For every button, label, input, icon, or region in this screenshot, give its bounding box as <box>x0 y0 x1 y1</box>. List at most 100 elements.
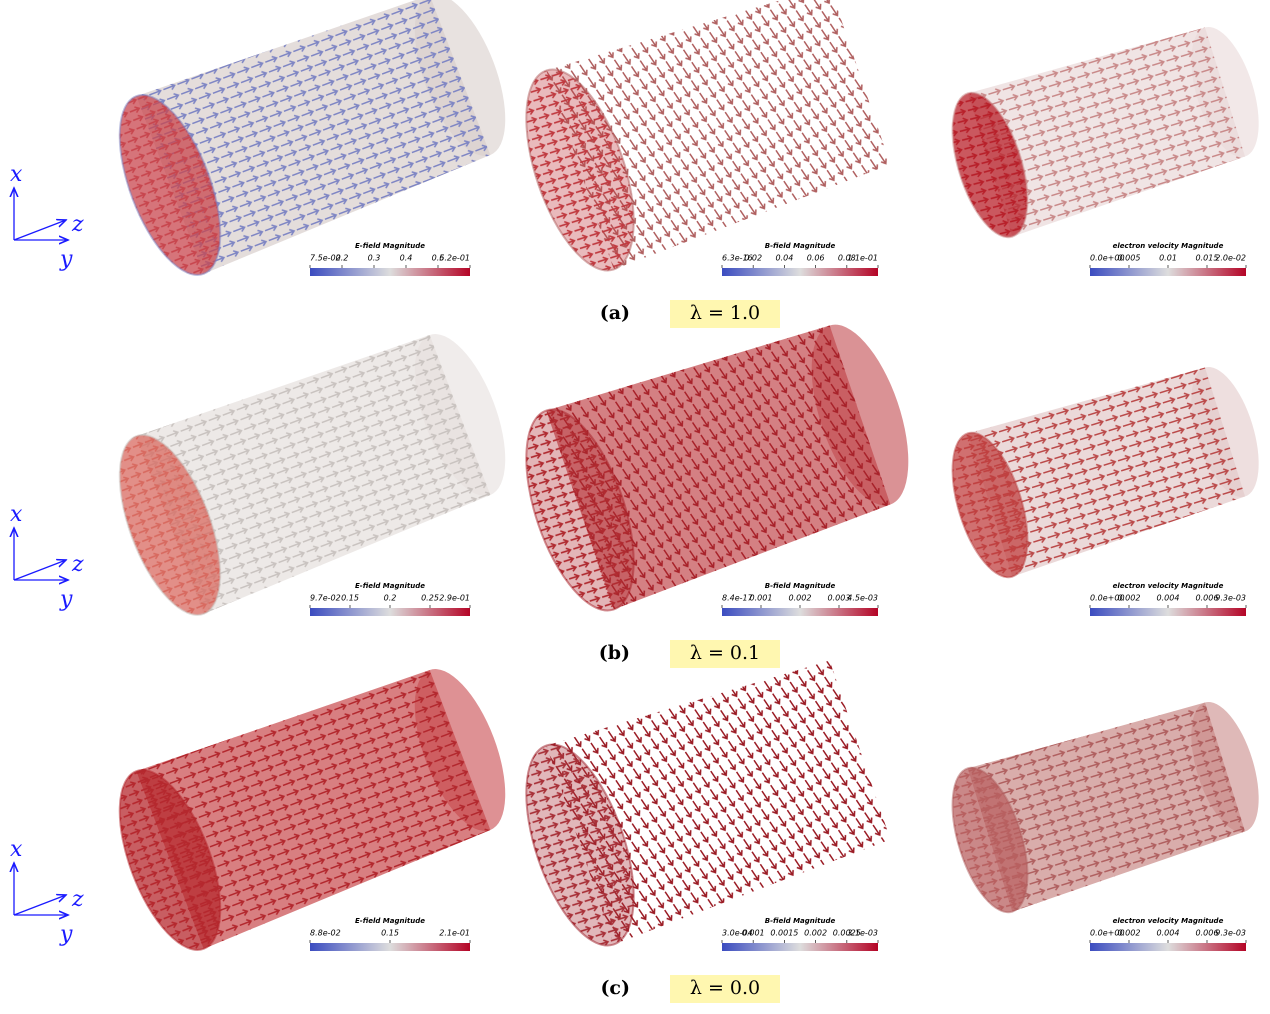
colorbar-tick-label: 0.0e+00 <box>1090 929 1125 938</box>
colorbar-tick-label: 0.0e+00 <box>1090 594 1125 603</box>
colorbar-tick-label: 0.002 <box>789 594 812 603</box>
caption-lambda: λ = 0.1 <box>690 642 760 664</box>
colorbar-tick-label: 0.01 <box>1159 254 1177 263</box>
colorbar <box>1090 608 1246 616</box>
colorbar-tick-label: 0.2 <box>384 594 397 603</box>
caption-label: (c) <box>600 977 630 999</box>
colorbar-tick-label: 0.4 <box>400 254 413 263</box>
colorbar <box>310 608 470 616</box>
colorbar-tick-label: 0.5 <box>432 254 445 263</box>
axis-label: y <box>59 247 73 272</box>
vector-field-render <box>951 26 1259 239</box>
vector-field-render <box>118 0 506 276</box>
colorbar-tick-label: 9.3e-03 <box>1215 929 1246 938</box>
colorbar-title: E-field Magnitude <box>355 917 425 925</box>
vector-field-render <box>951 701 1259 914</box>
caption-lambda: λ = 1.0 <box>690 302 760 324</box>
colorbar-tick-label: 0.15 <box>341 594 359 603</box>
colorbar <box>722 608 878 616</box>
cylinder-cap-arrows <box>951 766 1029 914</box>
vector-field-render <box>951 366 1259 579</box>
axis-label: y <box>59 922 73 947</box>
vector-field-render <box>525 324 909 612</box>
axis-label: z <box>71 212 84 237</box>
colorbar-tick-label: 0.015 <box>1196 254 1219 263</box>
cylinder-arrows <box>967 27 1246 237</box>
cylinder-arrows <box>136 335 491 614</box>
colorbar-tick-label: 0.004 <box>1157 929 1180 938</box>
axis-arrow <box>13 895 66 916</box>
axis-label: x <box>10 502 23 527</box>
colorbar-tick-label: 0.005 <box>1118 254 1141 263</box>
colorbar-tick-label: 4.5e-03 <box>847 594 878 603</box>
colorbar-tick-label: 3.0e-04 <box>722 929 753 938</box>
colorbar <box>310 943 470 951</box>
vector-field-render <box>525 0 891 272</box>
vector-field-render <box>118 334 506 616</box>
colorbar-tick-label: 3.1e-03 <box>847 929 878 938</box>
caption-label: (a) <box>600 302 630 324</box>
colorbar-tick-label: 0.06 <box>807 254 825 263</box>
colorbar-tick-label: 0.003 <box>828 594 851 603</box>
colorbar-tick-label: 0.002 <box>1118 929 1141 938</box>
vector-field-render <box>525 660 891 947</box>
colorbar-title: B-field Magnitude <box>765 582 836 590</box>
colorbar-tick-label: 0.04 <box>775 254 793 263</box>
colorbar-tick-label: 1.1e-01 <box>847 254 878 263</box>
caption-highlight <box>670 640 780 668</box>
colorbar-tick-label: 0.001 <box>750 594 773 603</box>
colorbar-title: electron velocity Magnitude <box>1113 582 1224 590</box>
vector-field-render <box>118 669 506 951</box>
cylinder-arrows <box>136 0 491 274</box>
axis-label: z <box>71 552 84 577</box>
colorbar-tick-label: 6.2e-01 <box>439 254 470 263</box>
cylinder-arrows <box>967 702 1246 912</box>
cylinder-cap-arrows <box>951 431 1029 579</box>
colorbar-title: E-field Magnitude <box>355 582 425 590</box>
colorbar-tick-label: 0.08 <box>838 254 856 263</box>
colorbar-tick-label: 0.006 <box>1196 594 1219 603</box>
colorbar-tick-label: 0.15 <box>381 929 399 938</box>
colorbar-tick-label: 0.001 <box>742 929 765 938</box>
colorbar-title: E-field Magnitude <box>355 242 425 250</box>
colorbar-title: B-field Magnitude <box>765 242 836 250</box>
caption-label: (b) <box>599 642 630 664</box>
colorbar-title: B-field Magnitude <box>765 917 836 925</box>
colorbar-tick-label: 2.1e-01 <box>439 929 470 938</box>
colorbar-tick-label: 2.9e-01 <box>439 594 470 603</box>
axis-label: y <box>59 587 73 612</box>
axis-arrow <box>13 560 66 581</box>
cylinder-cap-arrows <box>525 68 635 272</box>
cylinder-cap-arrows <box>525 743 635 947</box>
axis-label: z <box>71 887 84 912</box>
colorbar <box>722 943 878 951</box>
colorbar-tick-label: 0.002 <box>1118 594 1141 603</box>
colorbar-tick-label: 0.0e+00 <box>1090 254 1125 263</box>
colorbar-tick-label: 0.2 <box>336 254 349 263</box>
axis-arrow <box>13 220 66 241</box>
colorbar-tick-label: 0.0015 <box>770 929 798 938</box>
colorbar <box>1090 943 1246 951</box>
colorbar-tick-label: 0.004 <box>1157 594 1180 603</box>
colorbar <box>1090 268 1246 276</box>
colorbar-tick-label: 8.4e-17 <box>722 594 754 603</box>
colorbar-tick-label: 0.0025 <box>833 929 861 938</box>
cylinder-cap-arrows <box>951 91 1029 239</box>
colorbar-tick-label: 9.3e-03 <box>1215 594 1246 603</box>
colorbar-tick-label: 0.006 <box>1196 929 1219 938</box>
cylinder-cap-arrows <box>118 769 222 951</box>
caption-highlight <box>670 975 780 1003</box>
colorbar-title: electron velocity Magnitude <box>1113 917 1224 925</box>
colorbar-tick-label: 0.002 <box>804 929 827 938</box>
caption-lambda: λ = 0.0 <box>690 977 760 999</box>
colorbar-tick-label: 0.02 <box>744 254 762 263</box>
colorbar-title: electron velocity Magnitude <box>1113 242 1224 250</box>
colorbar-tick-label: 0.3 <box>368 254 381 263</box>
colorbar-tick-label: 9.7e-02 <box>310 594 341 603</box>
colorbar <box>722 268 878 276</box>
colorbar <box>310 268 470 276</box>
colorbar-tick-label: 7.5e-02 <box>310 254 341 263</box>
cylinder-cap-arrows <box>118 434 222 616</box>
